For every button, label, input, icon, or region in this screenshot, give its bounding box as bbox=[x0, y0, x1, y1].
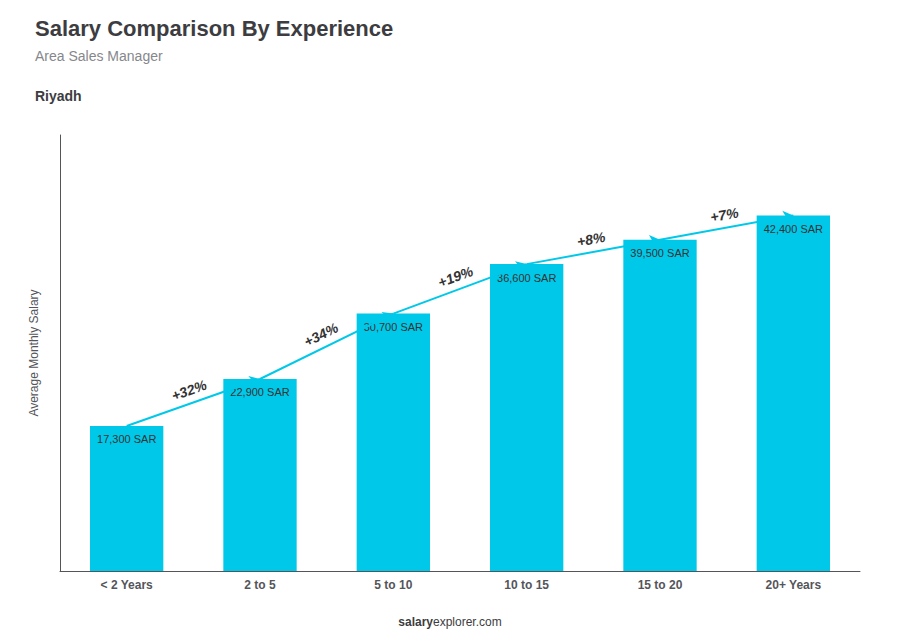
svg-text:Salary Comparison By Experienc: Salary Comparison By Experience bbox=[35, 16, 393, 41]
svg-text:5 to 10: 5 to 10 bbox=[374, 578, 412, 592]
svg-text:20+ Years: 20+ Years bbox=[766, 578, 822, 592]
svg-text:explorer.com: explorer.com bbox=[433, 615, 502, 629]
svg-text:15 to 20: 15 to 20 bbox=[638, 578, 683, 592]
svg-text:+7%: +7% bbox=[709, 204, 740, 225]
svg-text:2 to 5: 2 to 5 bbox=[244, 578, 276, 592]
svg-text:36,600 SAR: 36,600 SAR bbox=[497, 272, 556, 284]
svg-text:42,400 SAR: 42,400 SAR bbox=[764, 223, 823, 235]
svg-text:39,500 SAR: 39,500 SAR bbox=[630, 247, 689, 259]
svg-text:+34%: +34% bbox=[301, 319, 341, 350]
svg-text:Average Monthly Salary: Average Monthly Salary bbox=[27, 289, 41, 416]
svg-text:22,900 SAR: 22,900 SAR bbox=[230, 386, 289, 398]
svg-text:Area Sales Manager: Area Sales Manager bbox=[35, 48, 163, 64]
svg-text:30,700 SAR: 30,700 SAR bbox=[363, 321, 423, 334]
svg-text:< 2 Years: < 2 Years bbox=[101, 578, 153, 592]
svg-text:+19%: +19% bbox=[436, 263, 476, 291]
svg-text:+32%: +32% bbox=[169, 376, 209, 403]
svg-text:17,300 SAR: 17,300 SAR bbox=[97, 433, 156, 445]
svg-text:+8%: +8% bbox=[576, 229, 607, 250]
svg-text:10 to 15: 10 to 15 bbox=[504, 578, 549, 592]
svg-text:Riyadh: Riyadh bbox=[35, 88, 82, 104]
svg-text:salary: salary bbox=[398, 615, 433, 629]
